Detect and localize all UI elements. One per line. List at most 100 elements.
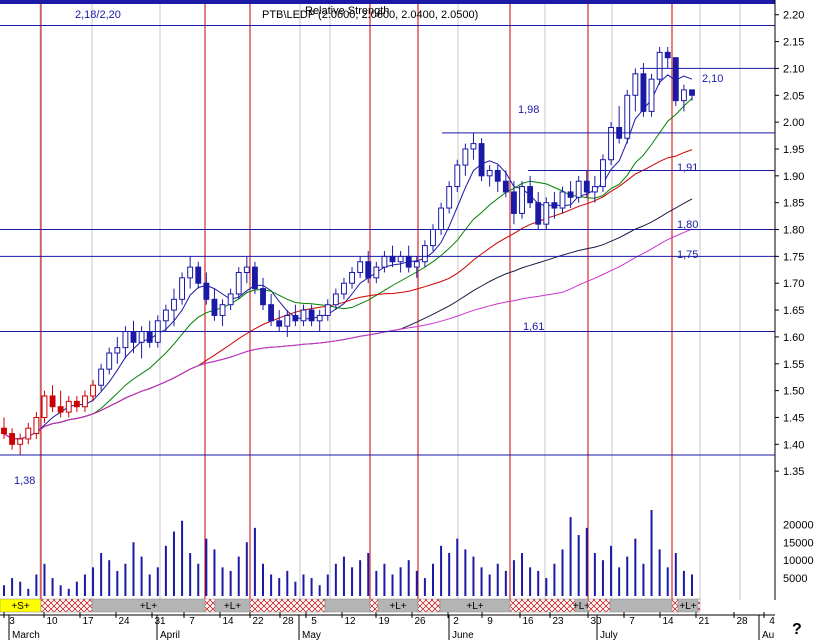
signal-band-label: +L+ <box>224 601 241 612</box>
candle-body <box>551 202 558 209</box>
candle-body <box>251 266 258 290</box>
candle-body <box>421 245 428 263</box>
candle-body <box>284 314 291 327</box>
month-label: March <box>12 630 40 641</box>
candle-body <box>608 127 614 161</box>
signal-band <box>697 598 701 613</box>
candle-body <box>211 298 218 316</box>
candle-body <box>324 304 331 316</box>
candle-body <box>276 320 283 327</box>
ytick-label: 2.15 <box>783 37 804 49</box>
candle-body <box>511 191 517 214</box>
signal-band <box>369 598 379 613</box>
level-label: 1,80 <box>677 219 698 231</box>
candle-body <box>349 271 355 284</box>
xtick-label: 2 <box>453 616 459 627</box>
ytick-label: 2.00 <box>783 117 804 129</box>
candle-body <box>82 395 88 408</box>
candle-body <box>454 164 461 188</box>
ytick-label: 2.10 <box>783 63 804 75</box>
candle-body <box>575 180 582 198</box>
chart-title-overlay: PTB\LEDP (2.0600, 2.0600, 2.0400, 2.0500… <box>262 9 478 21</box>
candle-body <box>203 282 210 300</box>
xtick-label: 4 <box>769 616 775 627</box>
candle-body <box>195 266 202 284</box>
candle-body <box>41 395 48 418</box>
candle-body <box>373 266 380 279</box>
candle-body <box>430 229 436 247</box>
xtick-label: 14 <box>222 616 234 627</box>
ma-70-line <box>3 228 693 440</box>
candle-body <box>672 57 679 102</box>
candle-body <box>65 400 72 413</box>
level-label: 1,91 <box>677 162 698 174</box>
signal-band <box>249 598 326 613</box>
signal-band-label: +L+ <box>573 601 590 612</box>
level-label: 1,61 <box>523 321 544 333</box>
level-label: 1,38 <box>14 475 35 487</box>
ytick-label: 1.40 <box>783 439 804 451</box>
level-label: 2,10 <box>702 73 723 85</box>
candle-body <box>680 89 687 102</box>
level-label: 1,75 <box>677 249 698 261</box>
chart-title: Relative Strength <box>305 5 389 17</box>
ytick-label: 1.65 <box>783 305 804 317</box>
xtick-label: 31 <box>154 616 166 627</box>
month-label: July <box>600 630 618 641</box>
xtick-label: 16 <box>522 616 534 627</box>
signal-band <box>40 598 93 613</box>
candle-body <box>438 207 445 231</box>
ytick-label: 1.85 <box>783 198 804 210</box>
candle-body <box>9 433 16 445</box>
candle-body <box>292 314 299 322</box>
candle-body <box>559 191 566 209</box>
candle-body <box>1 427 7 435</box>
candle-body <box>308 309 315 322</box>
candle-body <box>138 331 145 343</box>
candle-body <box>73 400 80 408</box>
candle-body <box>591 186 598 193</box>
xtick-label: 30 <box>590 616 602 627</box>
candle-body <box>486 169 493 177</box>
xtick-label: 12 <box>344 616 356 627</box>
candle-body <box>33 416 40 435</box>
ytick-label: 1.80 <box>783 225 804 237</box>
volume-tick-label: 15000 <box>783 537 814 549</box>
candle-body <box>268 304 275 322</box>
candle-body <box>90 384 96 397</box>
candle-body <box>470 143 477 150</box>
xtick-label: 3 <box>9 616 15 627</box>
candle-body <box>179 277 185 300</box>
volume-tick-label: 20000 <box>783 519 814 531</box>
volume-tick-label: 5000 <box>783 573 807 585</box>
ytick-label: 1.75 <box>783 251 804 263</box>
corner-mark[interactable]: ? <box>792 621 802 638</box>
xtick-label: 10 <box>46 616 58 627</box>
ytick-label: 1.45 <box>783 412 804 424</box>
signal-band-label: +L+ <box>679 601 696 612</box>
candle-body <box>171 298 177 311</box>
volume-bars <box>3 510 693 596</box>
candle-body <box>98 368 105 386</box>
candle-body <box>162 309 169 322</box>
candle-body <box>122 331 129 349</box>
candle-body <box>316 314 323 322</box>
candle-body <box>260 288 266 306</box>
xtick-label: 21 <box>698 616 710 627</box>
candle-body <box>624 94 631 139</box>
ytick-label: 1.90 <box>783 171 804 183</box>
top-border <box>0 0 775 4</box>
xtick-label: 17 <box>82 616 94 627</box>
signal-band <box>587 598 611 613</box>
candle-body <box>519 186 525 214</box>
candle-body <box>187 266 194 279</box>
xtick-label: 5 <box>311 616 317 627</box>
candle-body <box>49 395 56 408</box>
candle-body <box>600 159 606 188</box>
month-label: May <box>302 630 321 641</box>
xtick-label: 9 <box>487 616 493 627</box>
candle-body <box>25 427 32 440</box>
volume-tick-label: 10000 <box>783 555 814 567</box>
